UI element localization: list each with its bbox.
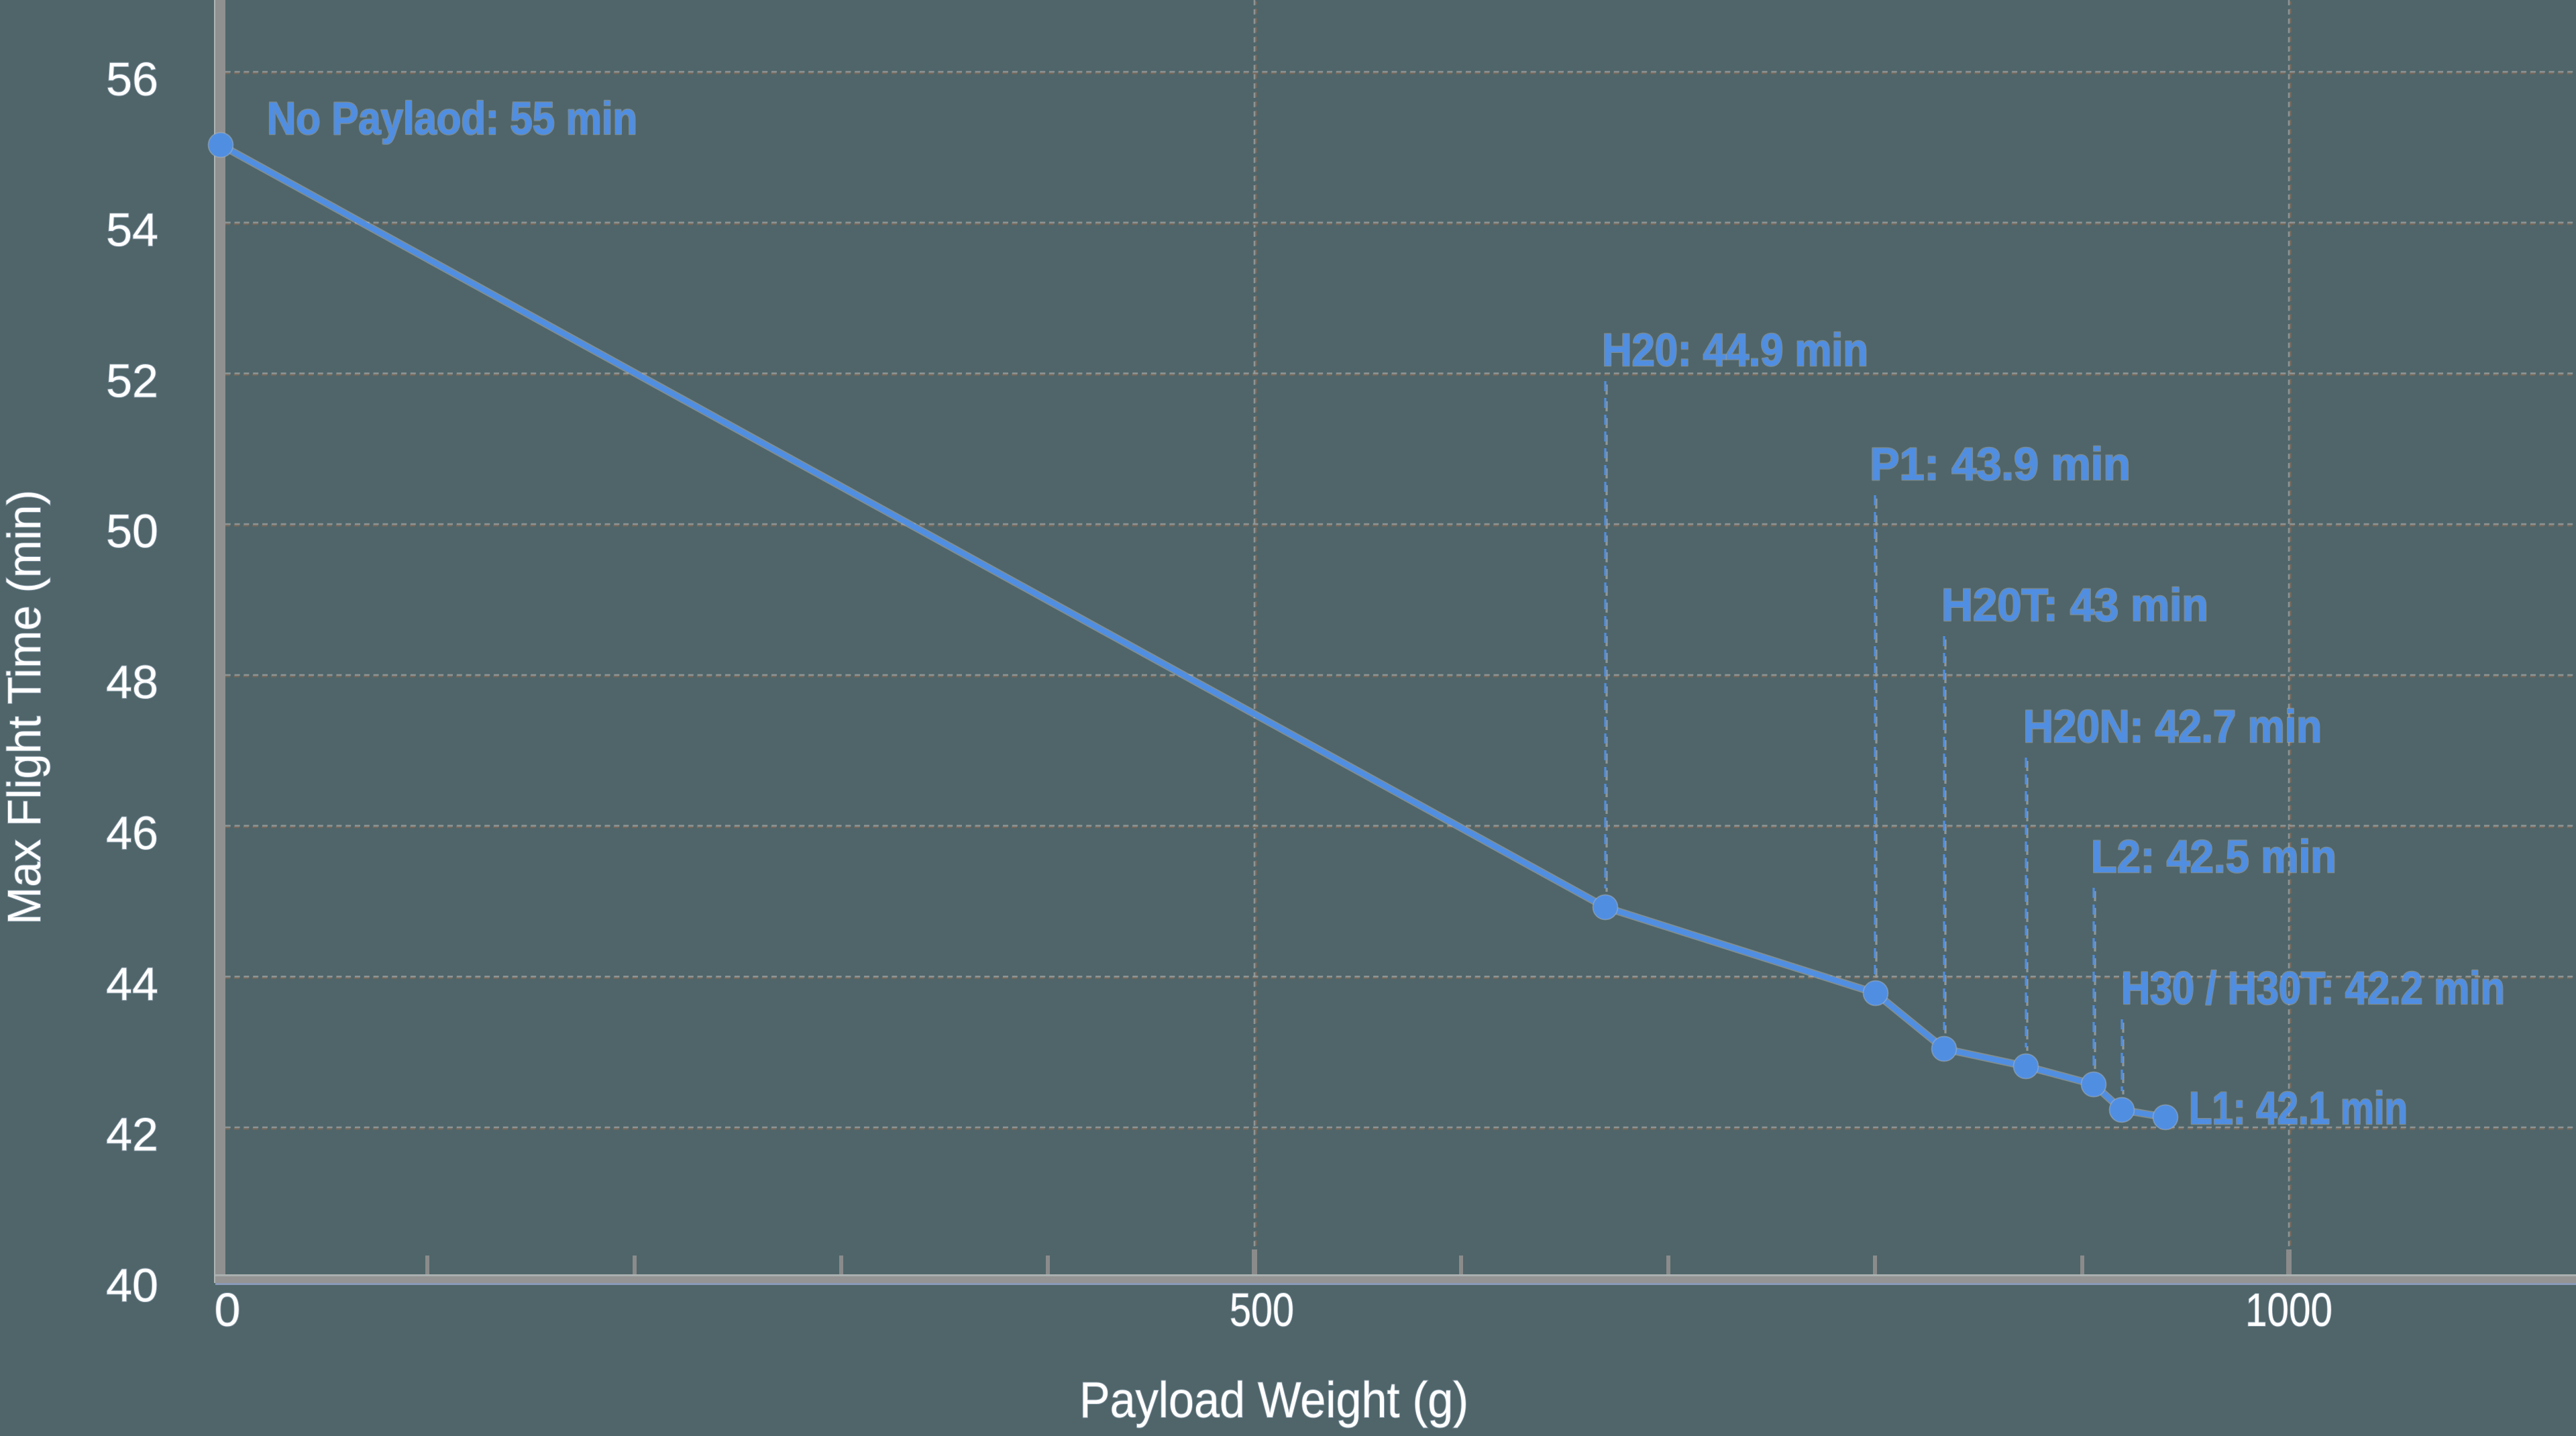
svg-text:46: 46 (106, 807, 158, 860)
svg-text:L1: 42.1 min: L1: 42.1 min (2189, 1082, 2408, 1134)
svg-text:56: 56 (106, 53, 158, 105)
svg-text:H20T: 43 min: H20T: 43 min (1941, 579, 2208, 631)
svg-text:50: 50 (106, 505, 158, 558)
svg-text:P1: 43.9 min: P1: 43.9 min (1870, 438, 2131, 490)
svg-text:No Paylaod: 55 min: No Paylaod: 55 min (267, 93, 637, 144)
svg-text:1000: 1000 (2245, 1284, 2332, 1336)
svg-text:44: 44 (106, 958, 158, 1011)
svg-text:500: 500 (1230, 1284, 1294, 1336)
svg-text:48: 48 (106, 656, 158, 709)
svg-text:H20N: 42.7 min: H20N: 42.7 min (2023, 701, 2322, 752)
svg-text:54: 54 (106, 204, 158, 256)
svg-text:42: 42 (106, 1109, 158, 1161)
svg-text:Max Flight Time (min): Max Flight Time (min) (0, 490, 50, 925)
svg-text:0: 0 (215, 1284, 241, 1336)
svg-text:Payload Weight (g): Payload Weight (g) (1079, 1372, 1468, 1428)
svg-text:H20: 44.9 min: H20: 44.9 min (1602, 324, 1868, 376)
svg-text:H30 / H30T: 42.2 min: H30 / H30T: 42.2 min (2121, 962, 2505, 1014)
svg-text:40: 40 (106, 1260, 158, 1312)
svg-text:L2: 42.5 min: L2: 42.5 min (2091, 831, 2337, 882)
svg-text:52: 52 (106, 355, 158, 407)
